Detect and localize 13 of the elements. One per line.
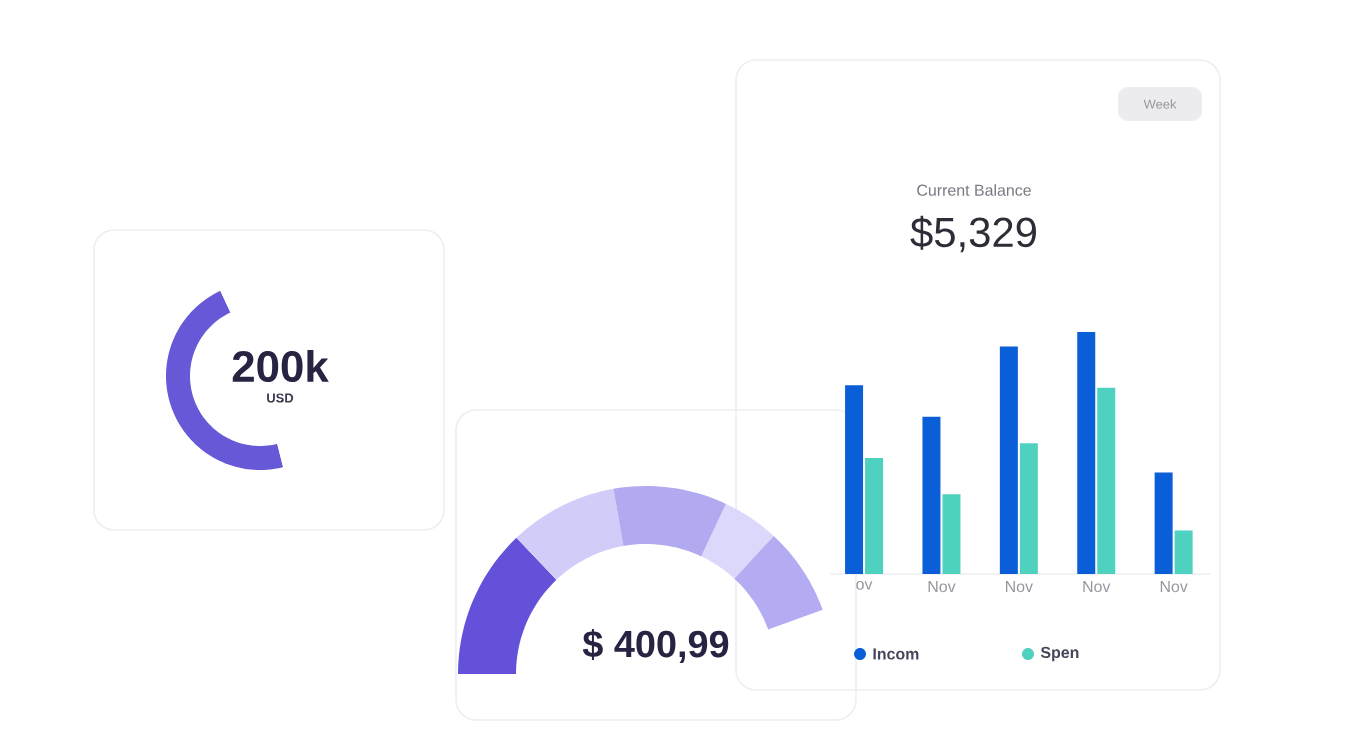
bar <box>1077 332 1096 574</box>
bar <box>865 457 884 574</box>
text: 200k <box>232 349 329 383</box>
bar <box>1174 530 1193 574</box>
bar <box>1019 443 1038 574</box>
bar <box>1097 387 1116 574</box>
bar <box>999 346 1018 574</box>
bar <box>845 385 864 574</box>
chart-subtitle: $5,329 <box>910 215 1036 253</box>
text: $ 400,99 <box>582 629 729 663</box>
bar <box>922 416 941 574</box>
bar <box>942 494 961 574</box>
bar <box>1154 472 1173 574</box>
